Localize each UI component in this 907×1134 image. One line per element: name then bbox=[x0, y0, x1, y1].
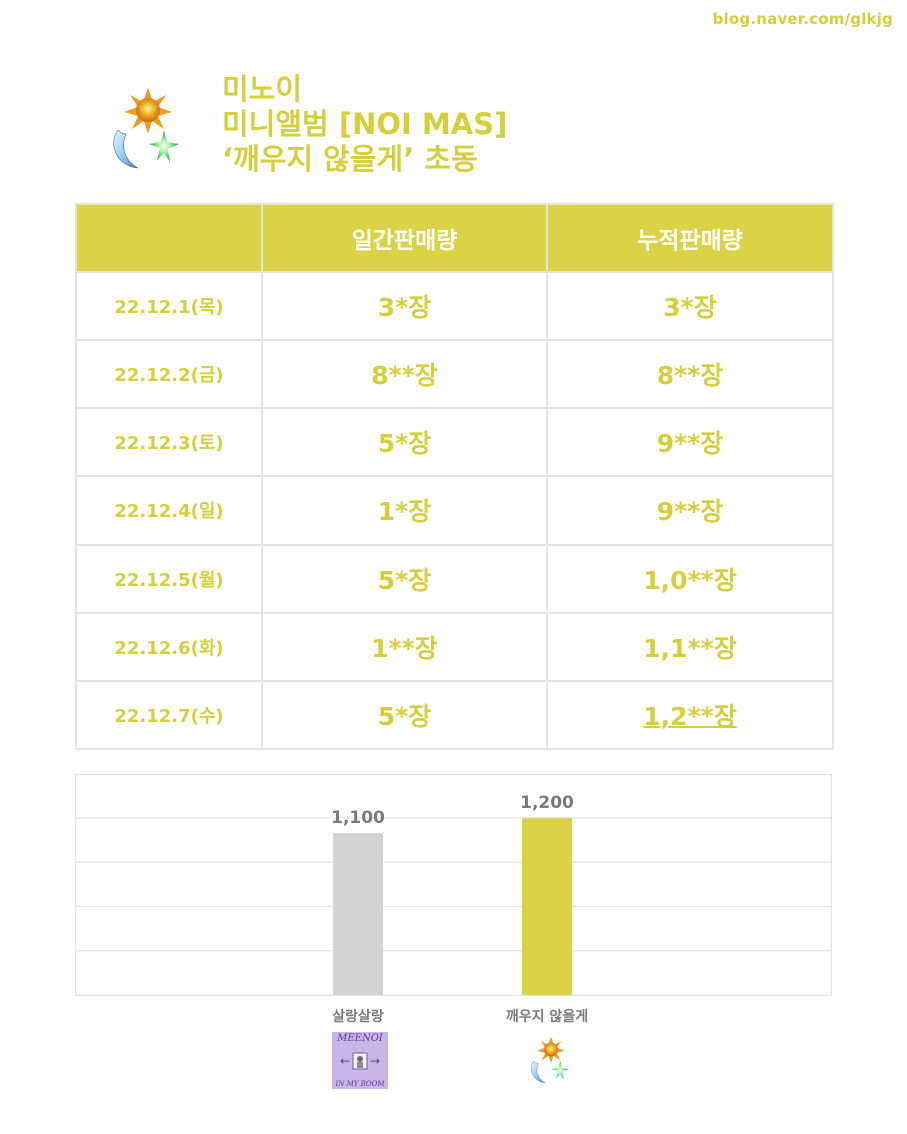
row-date: 22.12.2(금) bbox=[75, 339, 263, 410]
table-row: 22.12.7(수) 5*장 1,2**장 bbox=[75, 679, 834, 751]
sun-moon-star-small-icon bbox=[531, 1036, 569, 1084]
table-row: 22.12.3(토) 5*장 9**장 bbox=[75, 407, 834, 478]
table-row: 22.12.2(금) 8**장 8**장 bbox=[75, 339, 834, 410]
table-row: 22.12.6(화) 1**장 1,1**장 bbox=[75, 611, 834, 682]
row-cumulative: 3*장 bbox=[546, 270, 834, 342]
row-date: 22.12.6(화) bbox=[75, 611, 263, 682]
svg-text:←: ← bbox=[340, 1054, 350, 1068]
row-daily: 5*장 bbox=[261, 543, 548, 614]
row-cumulative: 8**장 bbox=[546, 339, 834, 410]
row-daily: 5*장 bbox=[261, 679, 548, 751]
header-daily-sales: 일간판매량 bbox=[261, 203, 548, 273]
table-header-row: 일간판매량 누적판매량 bbox=[75, 203, 834, 273]
row-daily: 5*장 bbox=[261, 407, 548, 478]
title-subtitle: ‘깨우지 않을게’ 초동 bbox=[222, 142, 478, 176]
row-date: 22.12.1(목) bbox=[75, 270, 263, 342]
album-cover-icon: MEENOI ← → IN MY ROOM bbox=[332, 1032, 388, 1089]
table-row: 22.12.5(월) 5*장 1,0**장 bbox=[75, 543, 834, 614]
sales-table: 일간판매량 누적판매량 22.12.1(목) 3*장 3*장 22.12.2(금… bbox=[75, 203, 834, 751]
row-cumulative: 1,0**장 bbox=[546, 543, 834, 614]
table-row: 22.12.4(일) 1*장 9**장 bbox=[75, 475, 834, 546]
row-cumulative-underlined: 1,2**장 bbox=[643, 701, 737, 731]
blog-watermark: blog.naver.com/glkjg bbox=[712, 10, 893, 28]
cover-album-text: IN MY ROOM bbox=[335, 1080, 385, 1088]
row-cumulative: 1,2**장 bbox=[546, 679, 834, 751]
row-date: 22.12.4(일) bbox=[75, 475, 263, 546]
row-cumulative: 9**장 bbox=[546, 407, 834, 478]
bar-1 bbox=[522, 818, 572, 995]
bar-0 bbox=[333, 832, 383, 995]
row-cumulative: 1,1**장 bbox=[546, 611, 834, 682]
chart-frame bbox=[75, 774, 832, 996]
header-empty-cell bbox=[75, 203, 263, 273]
bar-value-label-1: 1,200 bbox=[520, 793, 574, 813]
cover-artist-text: MEENOI bbox=[337, 1033, 383, 1044]
x-label-sallang: 살랑살랑 bbox=[332, 1009, 384, 1025]
row-daily: 3*장 bbox=[261, 270, 548, 342]
row-date: 22.12.3(토) bbox=[75, 407, 263, 478]
row-daily: 1**장 bbox=[261, 611, 548, 682]
row-cumulative: 9**장 bbox=[546, 475, 834, 546]
bar-chart: 1,100 1,200 bbox=[75, 774, 832, 996]
row-date: 22.12.7(수) bbox=[75, 679, 263, 751]
row-daily: 8**장 bbox=[261, 339, 548, 410]
x-label-kkaeuji: 깨우지 않을게 bbox=[505, 1009, 589, 1025]
row-date: 22.12.5(월) bbox=[75, 543, 263, 614]
bar-value-label-0: 1,100 bbox=[331, 808, 385, 828]
cover-art-icon: ← → bbox=[340, 1052, 380, 1070]
title-artist: 미노이 bbox=[222, 72, 303, 106]
table-row: 22.12.1(목) 3*장 3*장 bbox=[75, 270, 834, 342]
title-album: 미니앨범 [NOI MAS] bbox=[222, 107, 508, 141]
sun-moon-star-logo-icon bbox=[113, 88, 179, 169]
header-cumulative-sales: 누적판매량 bbox=[546, 203, 834, 273]
row-daily: 1*장 bbox=[261, 475, 548, 546]
title-block: 미노이 미니앨범 [NOI MAS] ‘깨우지 않을게’ 초동 bbox=[222, 72, 507, 177]
svg-text:→: → bbox=[370, 1054, 380, 1068]
